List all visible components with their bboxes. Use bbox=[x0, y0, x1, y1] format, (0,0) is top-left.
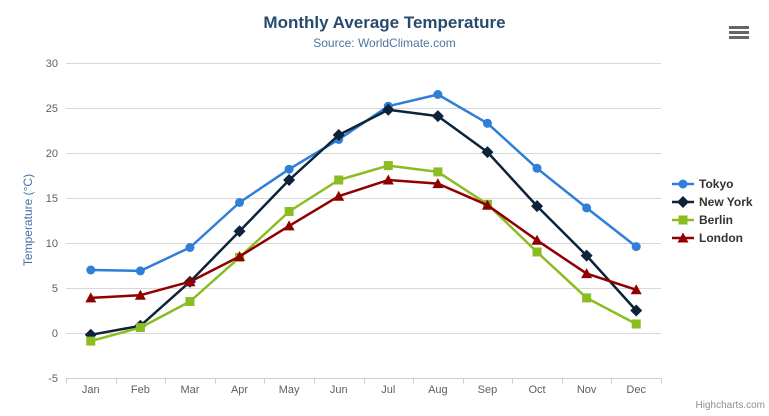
data-point-berlin-Feb[interactable] bbox=[135, 323, 145, 333]
legend-item-berlin[interactable]: Berlin bbox=[672, 211, 753, 229]
data-point-tokyo-May[interactable] bbox=[284, 164, 294, 174]
data-point-tokyo-Mar[interactable] bbox=[185, 243, 195, 252]
data-point-new-york-Aug[interactable] bbox=[431, 110, 444, 123]
data-point-new-york-May[interactable] bbox=[283, 174, 296, 186]
chart-title: Monthly Average Temperature bbox=[263, 13, 506, 32]
data-point-london-Jul[interactable] bbox=[382, 174, 394, 185]
x-axis-tick-label: Mar bbox=[180, 384, 199, 396]
legend-symbol bbox=[678, 179, 688, 189]
data-point-tokyo-Feb[interactable] bbox=[135, 266, 145, 276]
data-point-london-Mar[interactable] bbox=[184, 276, 196, 287]
data-point-london-Oct[interactable] bbox=[531, 234, 543, 245]
data-point-london-Feb[interactable] bbox=[134, 289, 146, 300]
y-axis-tick-label: 10 bbox=[46, 238, 58, 250]
legend-marker-circle-icon bbox=[672, 179, 694, 189]
data-point-tokyo-Nov[interactable] bbox=[582, 203, 592, 213]
y-axis-tick-label: 30 bbox=[46, 58, 58, 70]
data-point-berlin-Jan[interactable] bbox=[86, 336, 96, 346]
data-point-london-Sep[interactable] bbox=[481, 199, 493, 210]
legend-symbol bbox=[677, 196, 689, 208]
legend-item-london[interactable]: London bbox=[672, 229, 753, 247]
data-point-tokyo-Oct[interactable] bbox=[532, 163, 542, 173]
y-axis-tick-label: -5 bbox=[48, 373, 58, 385]
x-axis-tick-label: Jun bbox=[330, 384, 348, 396]
legend: Tokyo New York Berlin London bbox=[672, 175, 753, 247]
y-axis-tick-label: 25 bbox=[46, 103, 58, 115]
highcharts-credits[interactable]: Highcharts.com bbox=[695, 400, 765, 411]
data-point-new-york-Oct[interactable] bbox=[531, 200, 544, 213]
y-axis-tick-label: 5 bbox=[52, 283, 58, 295]
data-point-new-york-Jul[interactable] bbox=[382, 103, 395, 116]
data-point-berlin-Jun[interactable] bbox=[334, 175, 344, 185]
data-point-london-Aug[interactable] bbox=[432, 178, 444, 189]
data-point-new-york-Dec[interactable] bbox=[630, 304, 643, 317]
data-point-tokyo-Jan[interactable] bbox=[86, 265, 96, 275]
data-point-berlin-Nov[interactable] bbox=[582, 293, 592, 303]
series-new-york bbox=[84, 103, 643, 341]
series-new-york-line bbox=[90, 108, 638, 337]
data-point-london-Jun[interactable] bbox=[333, 190, 345, 201]
y-axis-title: Temperature (°C) bbox=[21, 173, 35, 267]
data-point-london-Jan[interactable] bbox=[85, 292, 97, 303]
x-axis-tick-label: Oct bbox=[528, 384, 545, 396]
data-point-new-york-Sep[interactable] bbox=[481, 146, 494, 159]
legend-item-new-york[interactable]: New York bbox=[672, 193, 753, 211]
legend-item-label: London bbox=[699, 231, 743, 245]
x-axis-tick-label: Nov bbox=[577, 384, 597, 396]
data-point-tokyo-Apr[interactable] bbox=[235, 198, 245, 207]
chart-subtitle: Source: WorldClimate.com bbox=[313, 36, 456, 50]
x-axis-tick-label: Sep bbox=[478, 384, 498, 396]
series-london bbox=[85, 174, 642, 303]
data-point-berlin-Oct[interactable] bbox=[532, 247, 542, 257]
legend-marker-square-icon bbox=[672, 215, 694, 225]
series-london-line bbox=[90, 178, 637, 300]
legend-symbol bbox=[678, 215, 688, 225]
data-point-tokyo-Aug[interactable] bbox=[433, 90, 443, 99]
data-point-berlin-Jul[interactable] bbox=[383, 161, 393, 171]
x-axis-tick-label: Jan bbox=[82, 384, 100, 396]
export-menu-button[interactable] bbox=[727, 20, 755, 44]
data-point-london-Apr[interactable] bbox=[234, 251, 246, 261]
data-point-berlin-Mar[interactable] bbox=[185, 297, 195, 306]
x-axis-tick-label: Aug bbox=[428, 384, 448, 396]
x-axis-tick-label: Dec bbox=[626, 384, 646, 396]
x-axis-tick-label: Jul bbox=[381, 384, 395, 396]
legend-item-label: New York bbox=[699, 195, 753, 209]
data-point-new-york-Nov[interactable] bbox=[580, 249, 593, 262]
series-berlin-line bbox=[90, 164, 637, 343]
data-point-tokyo-Dec[interactable] bbox=[631, 242, 641, 252]
legend-item-tokyo[interactable]: Tokyo bbox=[672, 175, 753, 193]
y-axis-tick-label: 20 bbox=[46, 148, 58, 160]
data-point-london-May[interactable] bbox=[283, 220, 295, 231]
data-point-new-york-Apr[interactable] bbox=[233, 225, 246, 238]
hamburger-icon bbox=[729, 35, 749, 39]
data-point-berlin-Dec[interactable] bbox=[631, 319, 641, 329]
x-axis-tick-label: Feb bbox=[131, 384, 150, 396]
data-point-london-Dec[interactable] bbox=[630, 284, 642, 295]
legend-marker-diamond-icon bbox=[672, 196, 694, 208]
hamburger-icon bbox=[729, 25, 749, 29]
data-point-berlin-Aug[interactable] bbox=[433, 167, 443, 177]
data-point-berlin-May[interactable] bbox=[284, 207, 294, 216]
series-tokyo-line bbox=[90, 93, 637, 273]
legend-marker-triangle-icon bbox=[672, 232, 694, 243]
legend-symbol bbox=[677, 232, 689, 243]
legend-item-label: Tokyo bbox=[699, 177, 734, 191]
data-point-new-york-Jun[interactable] bbox=[332, 129, 345, 141]
x-axis-tick-label: May bbox=[279, 384, 300, 396]
y-axis-tick-label: 0 bbox=[52, 328, 58, 340]
x-axis-tick-label: Apr bbox=[231, 384, 248, 396]
legend-item-label: Berlin bbox=[699, 213, 734, 227]
data-point-london-Nov[interactable] bbox=[581, 268, 593, 279]
data-point-tokyo-Sep[interactable] bbox=[482, 118, 492, 128]
y-axis-tick-label: 15 bbox=[46, 193, 58, 205]
hamburger-icon bbox=[729, 30, 749, 34]
series-tokyo bbox=[86, 90, 641, 276]
